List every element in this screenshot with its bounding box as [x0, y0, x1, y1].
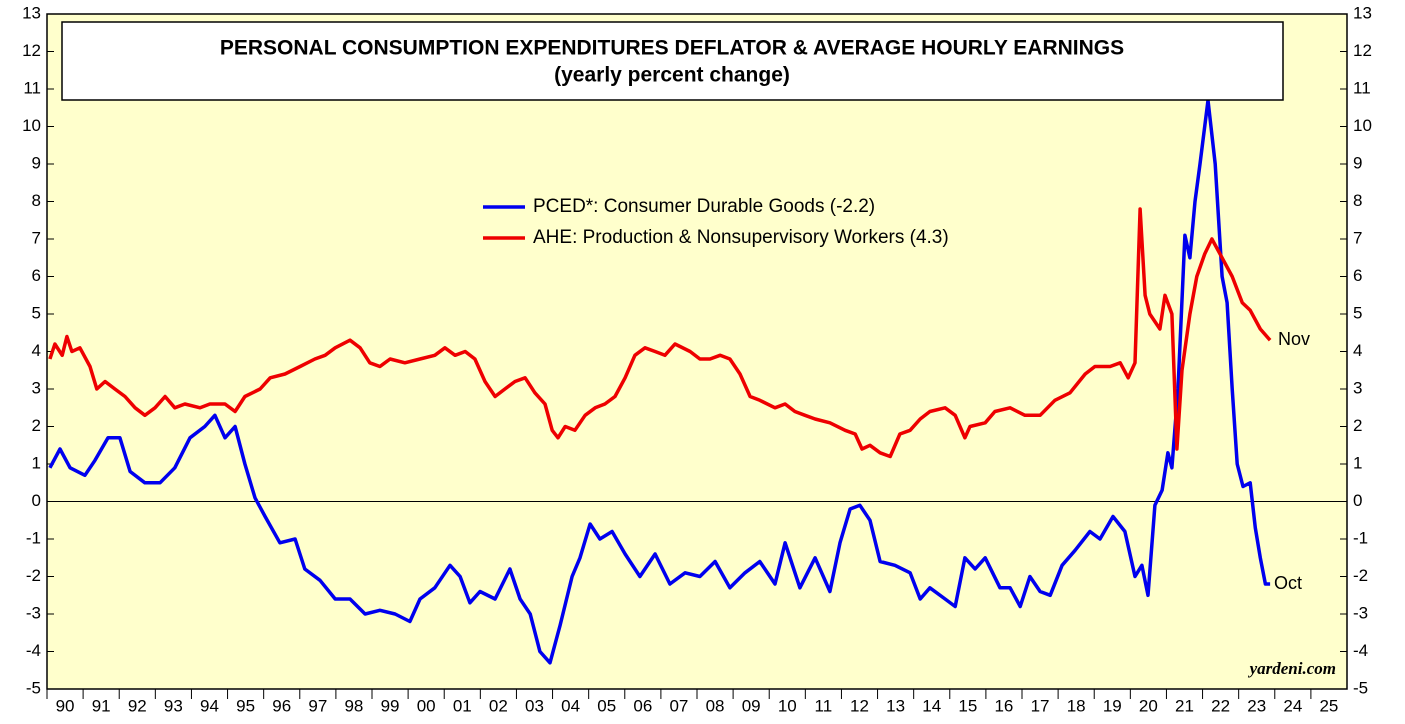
title-box — [61, 21, 1284, 101]
y-tick-label: -4 — [1353, 641, 1368, 660]
y-tick-label: -3 — [26, 603, 41, 622]
series-line — [48, 98, 1271, 665]
legend-label: PCED*: Consumer Durable Goods (-2.2) — [533, 196, 875, 217]
y-tick-label: -1 — [26, 528, 41, 547]
y-tick-label: -5 — [1353, 678, 1368, 697]
lines — [48, 98, 1272, 665]
y-tick-label: -2 — [1353, 566, 1368, 585]
x-tick-label: 20 — [1139, 696, 1158, 715]
chart-title: PERSONAL CONSUMPTION EXPENDITURES DEFLAT… — [220, 37, 1124, 60]
legend: PCED*: Consumer Durable Goods (-2.2) AHE:… — [483, 196, 949, 248]
x-tick-label: 17 — [1031, 696, 1050, 715]
y-tick-label: 6 — [32, 266, 41, 285]
legend-label: AHE: Production & Nonsupervisory Workers… — [533, 227, 949, 248]
x-tick-label: 19 — [1103, 696, 1122, 715]
y-tick-label: 11 — [1353, 78, 1371, 97]
x-tick-label: 04 — [561, 696, 580, 715]
y-tick-label: 3 — [32, 378, 41, 397]
chart-subtitle: (yearly percent change) — [554, 64, 790, 87]
y-tick-label: 9 — [32, 153, 41, 172]
x-tick-label: 96 — [272, 696, 291, 715]
y-tick-label: 12 — [22, 41, 41, 60]
y-tick-label: -4 — [26, 641, 41, 660]
y-tick-label: 11 — [23, 78, 41, 97]
y-tick-label: 8 — [1353, 191, 1362, 210]
y-tick-label: -5 — [26, 678, 41, 697]
x-tick-label: 00 — [417, 696, 436, 715]
x-tick-label: 15 — [958, 696, 977, 715]
y-tick-label: -1 — [1353, 528, 1368, 547]
x-tick-label: 03 — [525, 696, 544, 715]
y-tick-label: 10 — [1353, 116, 1372, 135]
x-tick-label: 12 — [850, 696, 869, 715]
x-tick-label: 01 — [453, 696, 472, 715]
y-tick-label: 12 — [1353, 41, 1372, 60]
y-tick-label: 7 — [1353, 228, 1362, 247]
y-tick-label: 4 — [1353, 341, 1362, 360]
y-tick-label: 13 — [22, 3, 41, 22]
x-tick-label: 21 — [1175, 696, 1194, 715]
x-tick-label: 13 — [886, 696, 905, 715]
x-tick-label: 98 — [344, 696, 363, 715]
y-tick-label: -3 — [1353, 603, 1368, 622]
y-tick-label: -2 — [26, 566, 41, 585]
y-tick-label: 5 — [1353, 303, 1362, 322]
y-tick-label: 8 — [32, 191, 41, 210]
axes: -5 -5-4 -4-3 -3-2 -2-1 -10 01 12 23 34 45 56 67 78 89 9… — [22, 3, 1372, 715]
x-tick-label: 97 — [308, 696, 327, 715]
source: yardeni.com — [1248, 659, 1336, 678]
y-tick-label: 2 — [1353, 416, 1362, 435]
x-tick-label: 11 — [815, 696, 833, 715]
x-tick-label: 94 — [200, 696, 219, 715]
annotation: Oct — [1274, 573, 1302, 593]
x-tick-label: 18 — [1067, 696, 1086, 715]
x-tick-label: 25 — [1319, 696, 1338, 715]
y-tick-label: 5 — [32, 303, 41, 322]
y-tick-label: 0 — [1353, 491, 1362, 510]
y-tick-label: 9 — [1353, 153, 1362, 172]
x-tick-label: 22 — [1211, 696, 1230, 715]
x-tick-label: 92 — [128, 696, 147, 715]
x-tick-label: 24 — [1283, 696, 1302, 715]
x-tick-label: 07 — [669, 696, 688, 715]
y-tick-label: 6 — [1353, 266, 1362, 285]
series-line — [48, 207, 1272, 459]
x-tick-label: 09 — [742, 696, 761, 715]
x-tick-label: 14 — [922, 696, 941, 715]
plot-area — [46, 13, 1348, 690]
x-tick-label: 06 — [633, 696, 652, 715]
x-tick-label: 16 — [994, 696, 1013, 715]
x-tick-label: 08 — [706, 696, 725, 715]
x-tick-label: 10 — [778, 696, 797, 715]
y-tick-label: 0 — [32, 491, 41, 510]
annotation: Nov — [1278, 329, 1310, 349]
x-tick-label: 91 — [92, 696, 111, 715]
y-tick-label: 1 — [1353, 453, 1362, 472]
y-tick-label: 3 — [1353, 378, 1362, 397]
x-tick-label: 95 — [236, 696, 255, 715]
x-tick-label: 93 — [164, 696, 183, 715]
y-tick-label: 13 — [1353, 3, 1372, 22]
x-tick-label: 99 — [381, 696, 400, 715]
y-tick-label: 10 — [22, 116, 41, 135]
y-tick-label: 7 — [32, 228, 41, 247]
x-tick-label: 05 — [597, 696, 616, 715]
x-tick-label: 23 — [1247, 696, 1266, 715]
x-tick-label: 90 — [56, 696, 75, 715]
y-tick-label: 1 — [32, 453, 41, 472]
x-tick-label: 02 — [489, 696, 508, 715]
y-tick-label: 2 — [32, 416, 41, 435]
y-tick-label: 4 — [32, 341, 41, 360]
